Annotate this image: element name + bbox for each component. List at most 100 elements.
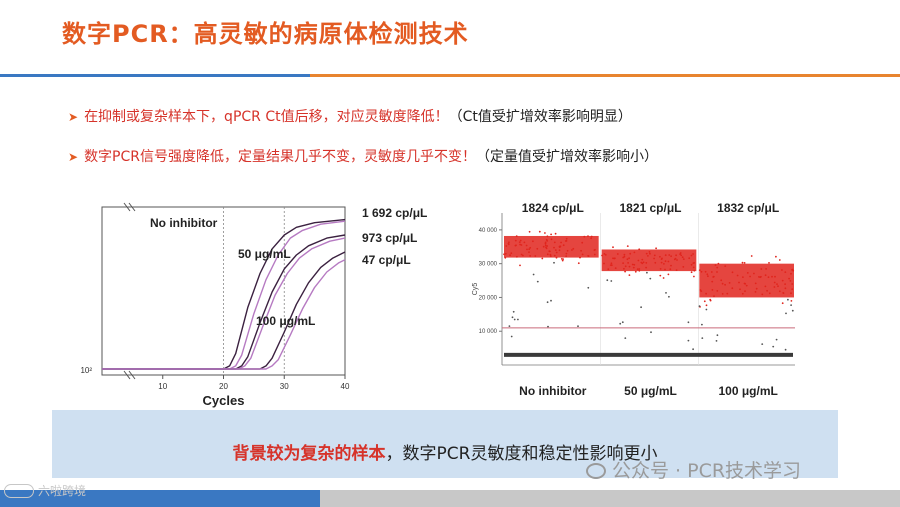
droplet-point	[536, 247, 539, 250]
droplet-point	[773, 281, 776, 284]
x-tick-label: 20	[219, 382, 228, 391]
droplet-point	[510, 252, 513, 255]
droplet-point	[534, 255, 537, 257]
conclusion-text: 背景较为复杂的样本，数字PCR灵敏度和稳定性影响更小	[52, 439, 838, 464]
droplet-point	[788, 277, 790, 280]
droplet-point	[561, 259, 564, 262]
droplet-point	[784, 271, 787, 273]
droplet-point	[544, 232, 546, 234]
watermark-text: 公众号 · PCR技术学习	[612, 460, 802, 482]
droplet-point	[532, 240, 534, 243]
droplet-point	[623, 267, 625, 270]
droplet-point	[653, 257, 655, 260]
droplet-point	[701, 323, 703, 326]
droplet-point	[638, 269, 641, 272]
droplet-point	[664, 268, 666, 271]
droplet-point	[558, 249, 561, 252]
droplet-point	[610, 280, 613, 282]
droplet-point	[553, 246, 555, 249]
droplet-point	[787, 298, 789, 301]
droplet-point	[698, 305, 701, 307]
droplet-point	[755, 287, 758, 290]
droplet-point	[626, 258, 629, 261]
droplet-point	[565, 237, 568, 240]
droplet-point	[664, 260, 667, 263]
droplet-point	[649, 277, 652, 280]
droplet-point	[504, 256, 507, 259]
droplet-point	[619, 322, 622, 325]
droplet-point	[661, 257, 663, 260]
y-tick-label: 10 000	[479, 329, 498, 335]
conclusion-rest: ，数字PCR灵敏度和稳定性影响更小	[385, 444, 658, 464]
droplet-point	[791, 309, 794, 312]
droplet-point	[690, 263, 693, 266]
droplet-point	[604, 254, 607, 256]
droplet-point	[528, 251, 530, 253]
droplet-point	[621, 321, 624, 324]
x-tick-label: 30	[280, 382, 289, 391]
droplet-point	[724, 265, 727, 267]
amplification-curve	[102, 237, 346, 370]
droplet-point	[714, 264, 717, 266]
droplet-point	[634, 270, 637, 273]
droplet-point	[614, 267, 617, 269]
droplet-point	[632, 266, 635, 269]
droplet-point	[545, 238, 548, 241]
droplet-point	[758, 276, 760, 278]
y-axis-title: Cy5	[472, 283, 479, 296]
droplet-point	[761, 343, 764, 345]
droplet-point	[646, 271, 648, 274]
footer-bar-gray	[320, 490, 900, 507]
droplet-point	[529, 246, 532, 249]
droplet-point	[766, 289, 768, 292]
droplet-point	[553, 261, 555, 264]
droplet-point	[767, 276, 770, 279]
droplet-point	[721, 282, 724, 285]
droplet-point	[647, 255, 649, 257]
footer-bar-blue	[0, 490, 320, 507]
droplet-point	[711, 280, 714, 283]
droplet-point	[616, 253, 619, 255]
series-label: 50 μg/mL	[238, 247, 291, 261]
droplet-point	[768, 292, 771, 295]
wechat-icon	[586, 463, 606, 479]
droplet-point	[679, 252, 682, 254]
droplet-point	[705, 304, 708, 307]
droplet-point	[673, 258, 676, 261]
droplet-point	[665, 292, 667, 294]
droplet-point	[513, 318, 516, 321]
x-tick-label: 10	[158, 382, 167, 391]
droplet-point	[784, 287, 787, 290]
droplet-point	[510, 335, 513, 338]
droplet-point	[519, 239, 522, 242]
droplet-point	[509, 254, 511, 257]
droplet-point	[688, 257, 691, 260]
droplet-point	[528, 248, 531, 251]
droplet-point	[753, 272, 755, 275]
droplet-point	[720, 279, 723, 282]
droplet-point	[581, 253, 584, 256]
droplet-point	[614, 257, 616, 260]
droplet-point	[712, 275, 715, 278]
category-label: 100 μg/mL	[718, 384, 777, 398]
droplet-point	[681, 256, 684, 259]
droplet-point	[546, 301, 549, 304]
droplet-point	[760, 275, 762, 278]
droplet-point	[538, 230, 541, 233]
droplet-point	[742, 276, 744, 278]
droplet-point	[504, 252, 507, 255]
category-label: No inhibitor	[519, 384, 587, 398]
droplet-point	[577, 262, 580, 265]
concentration-label: 1821 cp/μL	[619, 201, 681, 215]
positive-droplet-cluster	[699, 263, 794, 298]
qpcr-amplification-chart: 10² 10 20 30 40 Cycles No inhibitor 50 μg/mL 10…	[80, 195, 460, 415]
corner-logo: 六啦跨境	[4, 482, 86, 499]
droplet-point	[571, 249, 573, 251]
droplet-point	[515, 244, 517, 247]
series-result-label: 47 cp/μL	[362, 253, 411, 267]
droplet-point	[744, 290, 746, 292]
amplification-curve	[102, 234, 346, 370]
droplet-point	[775, 338, 778, 341]
droplet-point	[529, 255, 531, 257]
series-result-label: 1 692 cp/μL	[362, 206, 427, 220]
